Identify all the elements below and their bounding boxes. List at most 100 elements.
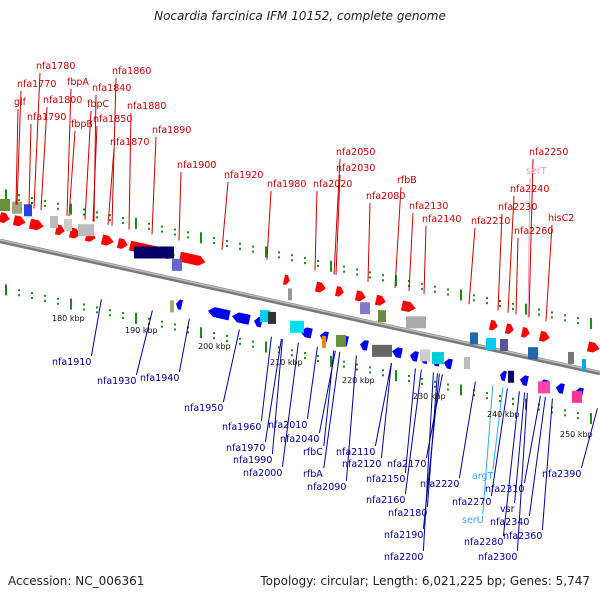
backbone-highlight (0, 239, 600, 373)
gene-label-nfa2280: nfa2280 (464, 537, 503, 548)
track-dot (44, 299, 46, 302)
track-dot (252, 250, 254, 253)
track-dot (564, 409, 566, 412)
gene-label-nfa1930: nfa1930 (97, 376, 136, 387)
leader-line (482, 385, 494, 515)
genome-backbone (0, 238, 600, 376)
gene-label-nfa2000: nfa2000 (243, 468, 282, 479)
track-dot (18, 294, 20, 297)
track-dot (5, 284, 7, 291)
track-dot (512, 307, 514, 310)
forward-gene-arrow (586, 341, 600, 353)
gene-label-nfa2030: nfa2030 (336, 163, 375, 174)
gene-label-nfa2240: nfa2240 (510, 184, 549, 195)
track-dot (473, 394, 475, 397)
track-dot (356, 363, 358, 366)
track-dot (161, 230, 163, 233)
gene-label-nfa2220: nfa2220 (420, 479, 459, 490)
gene-label-nfa1910: nfa1910 (52, 357, 91, 368)
label-leader-lines (15, 72, 598, 552)
track-dot (356, 273, 358, 276)
gene-label-fbpC: fbpC (87, 99, 109, 110)
track-dot (213, 237, 215, 240)
track-dot (330, 260, 332, 267)
track-dot (18, 289, 20, 292)
gene-label-nfa1940: nfa1940 (140, 373, 179, 384)
track-dot (473, 294, 475, 297)
gene-label-nfa1770: nfa1770 (17, 79, 56, 90)
track-dot (122, 222, 124, 225)
track-dot (135, 312, 137, 319)
feature-box (538, 381, 550, 394)
leader-line (523, 395, 541, 484)
gene-label-nfa1990: nfa1990 (233, 455, 272, 466)
track-dot (382, 374, 384, 377)
leader-line (107, 148, 115, 225)
track-dot (590, 413, 592, 420)
track-dot (31, 202, 33, 205)
feature-box (568, 351, 574, 364)
track-dot (57, 302, 59, 305)
gene-label-nfa2230: nfa2230 (498, 202, 537, 213)
track-dot (70, 203, 72, 210)
track-dot (187, 236, 189, 239)
gene-label-nfa1790: nfa1790 (27, 112, 66, 123)
leader-line (28, 123, 32, 208)
feature-box (290, 320, 304, 333)
gene-label-nfa1980: nfa1980 (267, 179, 306, 190)
forward-gene-arrow (488, 319, 498, 331)
feature-box (64, 219, 72, 232)
track-dot (265, 341, 267, 348)
track-dot (421, 287, 423, 290)
track-dot (382, 369, 384, 372)
leader-line (68, 130, 76, 217)
track-dot (317, 359, 319, 362)
track-dot (252, 345, 254, 348)
gene-label-serT: serT (526, 166, 547, 177)
feature-box (24, 204, 32, 217)
track-dot (330, 360, 332, 367)
gene-label-nfa2260: nfa2260 (514, 226, 553, 237)
gene-label-nfa2390: nfa2390 (542, 469, 581, 480)
gene-label-rfbB: rfbB (397, 175, 417, 186)
gene-features (0, 199, 600, 403)
feature-box (572, 390, 582, 403)
track-dot (538, 408, 540, 411)
feature-box (50, 216, 58, 228)
leader-line (323, 350, 335, 447)
track-dot (83, 308, 85, 311)
forward-gene-arrow (100, 234, 114, 246)
track-dot (499, 395, 501, 397)
track-dot (551, 316, 553, 319)
track-dot (291, 254, 293, 257)
leader-line (306, 346, 318, 420)
track-dot (538, 313, 540, 316)
track-dot (174, 323, 176, 326)
leader-line (33, 72, 41, 209)
track-dot (213, 242, 215, 245)
leader-line (541, 398, 553, 531)
track-dot (122, 317, 124, 320)
gene-label-nfa2120: nfa2120 (342, 459, 381, 470)
leader-line (40, 106, 48, 211)
track-dot (499, 300, 501, 302)
track-dot (226, 239, 228, 242)
leader-line (580, 408, 598, 469)
track-dot (44, 294, 46, 297)
forward-gene-arrow (400, 300, 416, 313)
gene-label-nfa1880: nfa1880 (127, 101, 166, 112)
reverse-gene-arrow (232, 312, 251, 325)
track-dot (330, 355, 332, 362)
track-dot (395, 280, 397, 287)
leader-line (408, 212, 414, 292)
leader-line (323, 351, 341, 469)
track-dot (460, 384, 462, 391)
leader-line (490, 388, 508, 497)
track-dot (538, 308, 540, 311)
track-dot (421, 377, 423, 380)
reverse-gene-arrow (360, 340, 369, 351)
gene-label-nfa1780: nfa1780 (36, 61, 75, 72)
feature-box (378, 310, 386, 323)
leader-line (281, 342, 299, 468)
track-dot (96, 311, 98, 314)
